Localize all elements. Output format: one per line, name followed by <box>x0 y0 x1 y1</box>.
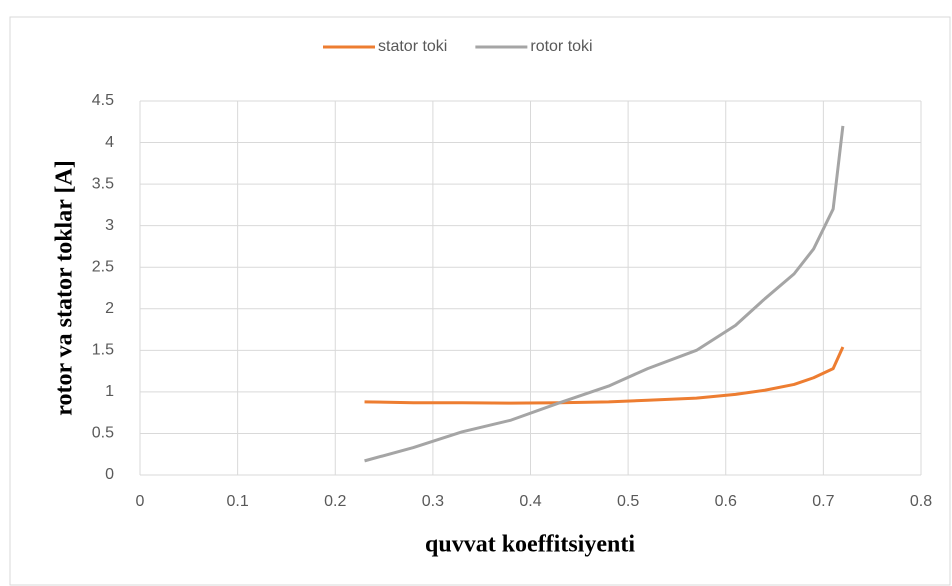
line-series <box>364 125 845 463</box>
x-tick-label: 0 <box>136 493 145 510</box>
x-tick-label: 0.4 <box>519 493 541 510</box>
y-tick-label: 0.5 <box>92 425 114 442</box>
x-tick-label: 0.3 <box>422 493 444 510</box>
y-axis-title: rotor va stator toklar [A] <box>52 160 78 416</box>
y-tick-label: 1 <box>105 383 114 400</box>
x-tick-label: 0.7 <box>812 493 834 510</box>
x-tick-label: 0.6 <box>715 493 737 510</box>
x-tick-label: 0.5 <box>617 493 639 510</box>
y-tick-label: 0 <box>105 466 114 483</box>
y-tick-label: 3 <box>105 217 114 234</box>
line-series <box>364 346 845 405</box>
x-tick-label: 0.1 <box>227 493 249 510</box>
legend-label: stator toki <box>378 38 447 55</box>
x-tick-label: 0.8 <box>910 493 932 510</box>
y-tick-label: 2 <box>105 300 114 317</box>
y-tick-label: 4.5 <box>92 92 114 109</box>
y-tick-label: 2.5 <box>92 258 114 275</box>
y-tick-label: 3.5 <box>92 175 114 192</box>
y-tick-label: 4 <box>105 134 114 151</box>
chart-border <box>9 16 951 586</box>
x-axis-title: quvvat koeffitsiyenti <box>425 532 635 558</box>
y-tick-label: 1.5 <box>92 342 114 359</box>
legend-label: rotor toki <box>530 38 592 55</box>
x-tick-label: 0.2 <box>324 493 346 510</box>
